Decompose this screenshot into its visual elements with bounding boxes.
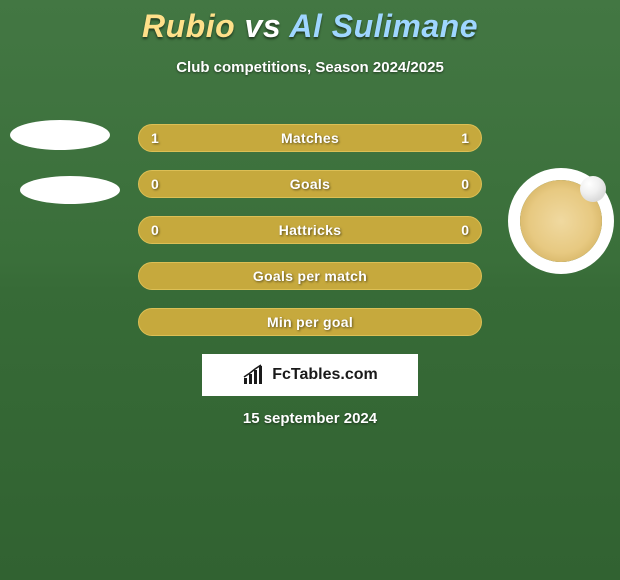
stat-left-value: 0 — [151, 176, 159, 192]
stat-right-value: 1 — [461, 130, 469, 146]
brand-text: FcTables.com — [272, 366, 378, 384]
player1-name: Rubio — [142, 8, 235, 44]
stat-left-value: 1 — [151, 130, 159, 146]
player1-avatar-placeholder — [10, 120, 110, 150]
stat-label: Goals — [290, 176, 330, 192]
stat-right-value: 0 — [461, 222, 469, 238]
stat-label: Goals per match — [253, 268, 367, 284]
stats-rows: 1 Matches 1 0 Goals 0 0 Hattricks 0 Goal… — [138, 124, 482, 354]
brand-box: FcTables.com — [202, 354, 418, 396]
stat-label: Hattricks — [279, 222, 342, 238]
subtitle: Club competitions, Season 2024/2025 — [0, 59, 620, 76]
stat-row-goals: 0 Goals 0 — [138, 170, 482, 198]
stat-left-value: 0 — [151, 222, 159, 238]
stat-row-hattricks: 0 Hattricks 0 — [138, 216, 482, 244]
stat-row-min-per-goal: Min per goal — [138, 308, 482, 336]
page-title: Rubio vs Al Sulimane — [0, 0, 620, 45]
player1-avatar-placeholder-2 — [20, 176, 120, 204]
brand-chart-icon — [242, 364, 266, 386]
stat-row-matches: 1 Matches 1 — [138, 124, 482, 152]
date-text: 15 september 2024 — [0, 410, 620, 427]
stat-row-goals-per-match: Goals per match — [138, 262, 482, 290]
player2-avatar-placeholder — [520, 180, 602, 262]
stat-right-value: 0 — [461, 176, 469, 192]
stat-label: Matches — [281, 130, 339, 146]
vs-text: vs — [245, 8, 282, 44]
comparison-card: Rubio vs Al Sulimane Club competitions, … — [0, 0, 620, 580]
player2-name: Al Sulimane — [289, 8, 478, 44]
stat-label: Min per goal — [267, 314, 353, 330]
